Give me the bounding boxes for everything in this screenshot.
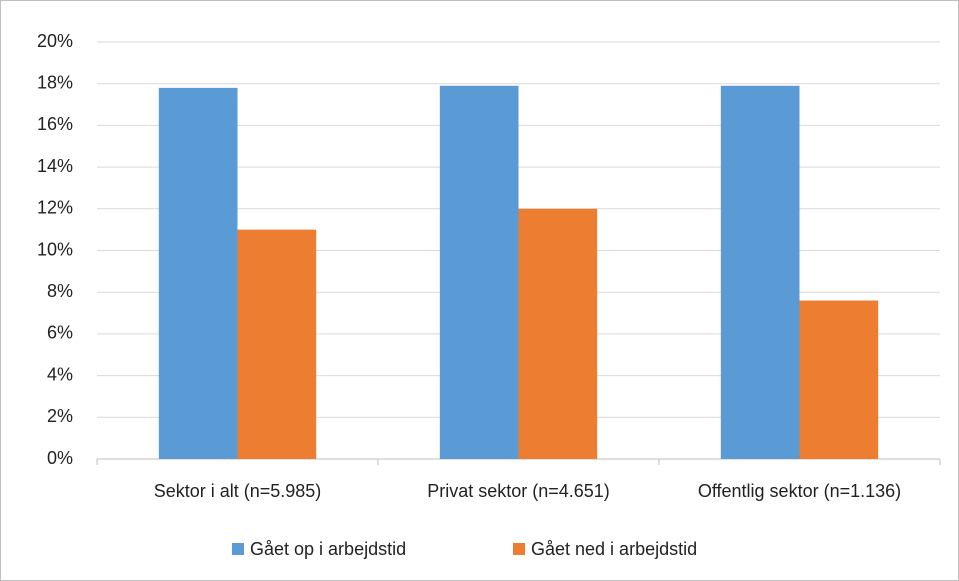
y-tick-label: 8% bbox=[47, 281, 73, 301]
legend-swatch bbox=[232, 543, 244, 555]
y-tick-label: 14% bbox=[37, 156, 73, 176]
x-tick-label: Privat sektor (n=4.651) bbox=[427, 481, 610, 501]
x-tick-label: Sektor i alt (n=5.985) bbox=[154, 481, 322, 501]
bar bbox=[237, 229, 317, 459]
legend-label: Gået ned i arbejdstid bbox=[531, 539, 697, 559]
y-tick-label: 12% bbox=[37, 198, 73, 218]
legend-swatch bbox=[513, 543, 525, 555]
bar bbox=[439, 85, 519, 459]
y-tick-label: 4% bbox=[47, 364, 73, 384]
y-tick-label: 20% bbox=[37, 31, 73, 51]
y-tick-label: 0% bbox=[47, 448, 73, 468]
y-tick-label: 16% bbox=[37, 114, 73, 134]
y-tick-label: 18% bbox=[37, 72, 73, 92]
x-tick-label: Offentlig sektor (n=1.136) bbox=[698, 481, 901, 501]
bar bbox=[158, 87, 238, 460]
y-tick-label: 6% bbox=[47, 323, 73, 343]
bar bbox=[518, 208, 598, 459]
legend-label: Gået op i arbejdstid bbox=[250, 539, 406, 559]
y-tick-label: 10% bbox=[37, 239, 73, 259]
y-tick-label: 2% bbox=[47, 406, 73, 426]
bar bbox=[799, 300, 879, 459]
bar bbox=[720, 85, 800, 459]
